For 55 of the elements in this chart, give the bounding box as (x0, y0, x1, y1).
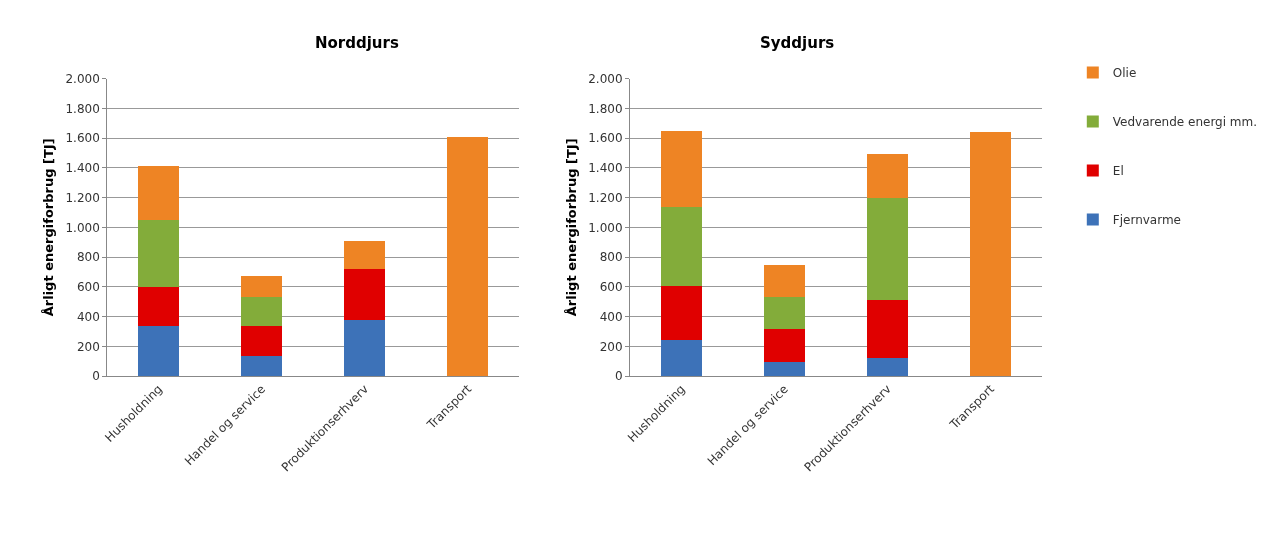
y-tick-label: 600 (599, 280, 623, 295)
bar (241, 297, 283, 326)
bar (241, 275, 283, 298)
y-tick-label: 1.200 (588, 190, 623, 205)
bar (763, 329, 806, 362)
bar (241, 325, 283, 357)
y-tick-label: 2.000 (588, 71, 623, 86)
bar (447, 136, 489, 377)
bar (660, 131, 703, 207)
bar (344, 268, 386, 320)
chart-title: Syddjurs (760, 34, 835, 52)
bar (866, 358, 909, 377)
bar (763, 265, 806, 298)
y-tick-label: 800 (76, 250, 100, 265)
bar (763, 361, 806, 377)
y-tick-label: 800 (599, 250, 623, 265)
bar (138, 325, 180, 377)
y-tick-label: 400 (599, 309, 623, 324)
y-tick-label: 600 (76, 280, 100, 295)
bar (763, 297, 806, 330)
y-tick-label: 200 (599, 339, 623, 354)
bar (138, 166, 180, 220)
legend-label: Vedvarende energi mm. (1112, 115, 1258, 130)
y-tick-label: 400 (76, 309, 100, 324)
legend-label: Fjernvarme (1112, 213, 1181, 228)
y-tick-label: 1.000 (588, 220, 623, 235)
bar (241, 356, 283, 377)
y-tick-label: 0 (614, 369, 623, 384)
y-tick-label: 0 (92, 369, 100, 384)
y-axis-title: Årligt energiforbrug [TJ] (564, 138, 580, 317)
bar (660, 206, 703, 287)
y-tick-label: 1.600 (65, 131, 100, 146)
y-tick-label: 1.000 (65, 220, 100, 235)
y-tick-label: 200 (76, 339, 100, 354)
bar (660, 339, 703, 377)
y-tick-label: 1.400 (588, 161, 623, 176)
bar (660, 286, 703, 340)
bar (138, 286, 180, 326)
bar (138, 219, 180, 287)
y-axis-title: Årligt energiforbrug [TJ] (41, 138, 57, 317)
y-tick-label: 1.800 (588, 101, 623, 116)
bar (866, 300, 909, 359)
chart-title: Norddjurs (315, 34, 399, 52)
bar (344, 241, 386, 269)
y-tick-label: 1.400 (65, 161, 100, 176)
y-tick-label: 1.800 (65, 101, 100, 116)
y-tick-label: 2.000 (65, 71, 100, 86)
y-tick-label: 1.200 (65, 190, 100, 205)
bar (866, 197, 909, 301)
bar (969, 132, 1012, 377)
legend-label: El (1112, 164, 1124, 179)
bar (866, 153, 909, 198)
y-tick-label: 1.600 (588, 131, 623, 146)
bar (344, 319, 386, 377)
legend-label: Olie (1112, 66, 1137, 81)
